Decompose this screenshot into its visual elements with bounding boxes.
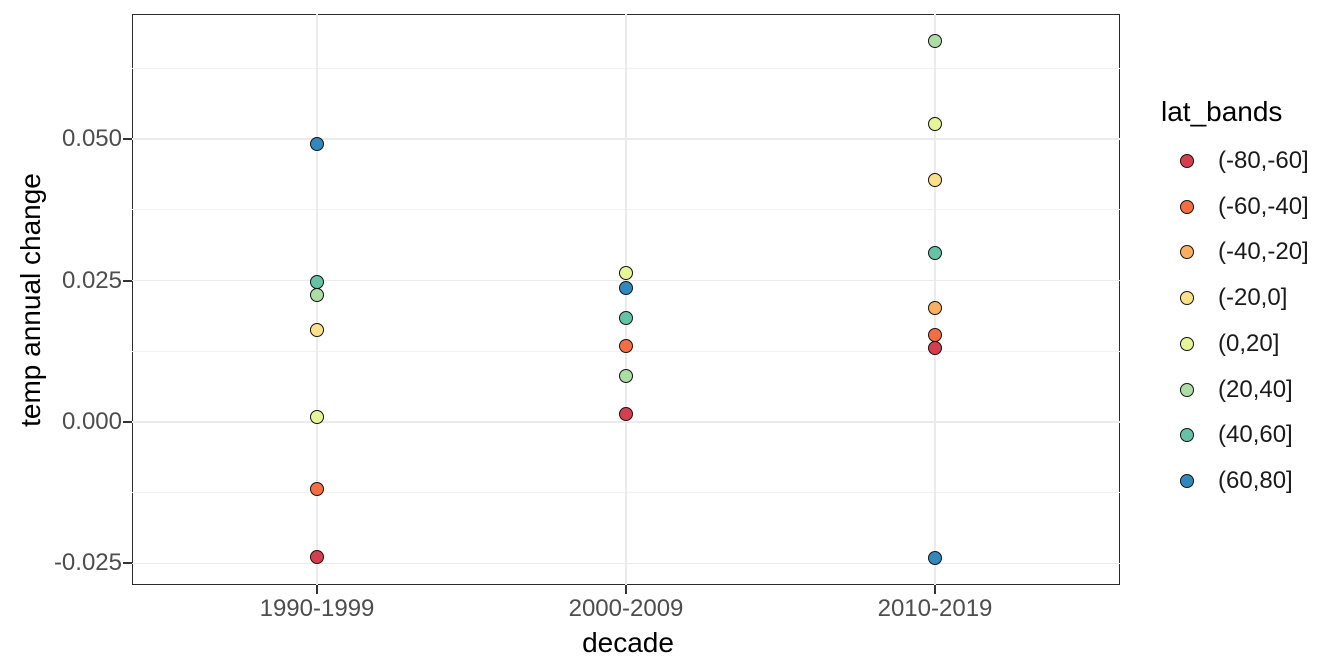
x-axis-title: decade	[582, 627, 674, 658]
legend-title: lat_bands	[1161, 96, 1283, 127]
legend-label: (-20,0]	[1218, 284, 1288, 312]
y-axis-tick	[123, 138, 132, 141]
x-tick-label: 2000-2009	[568, 595, 684, 622]
legend-label: (-40,-20]	[1218, 238, 1309, 266]
x-axis-tick	[316, 585, 318, 594]
data-point	[619, 339, 633, 354]
legend-key	[1180, 428, 1194, 443]
grid-vertical-line	[934, 14, 936, 585]
legend-key	[1180, 154, 1194, 168]
data-point	[619, 311, 633, 326]
data-point	[310, 136, 324, 151]
legend-key	[1180, 336, 1194, 351]
legend-key	[1180, 199, 1194, 214]
legend-key	[1180, 245, 1194, 260]
data-point	[310, 481, 324, 496]
data-point	[619, 369, 633, 384]
x-axis-tick	[625, 585, 627, 594]
y-axis-tick	[123, 421, 132, 424]
data-point	[928, 340, 942, 355]
grid-vertical-line	[625, 14, 627, 585]
legend-key	[1180, 291, 1194, 306]
data-point	[928, 551, 942, 566]
data-point	[310, 409, 324, 424]
data-point	[619, 280, 633, 295]
data-point	[928, 173, 942, 188]
legend-label: (-60,-40]	[1218, 192, 1309, 220]
x-tick-label: 1990-1999	[259, 595, 375, 622]
legend-label: (60,80]	[1218, 466, 1293, 494]
y-tick-label: 0.050	[61, 125, 122, 153]
data-point	[310, 549, 324, 564]
legend-label: (20,40]	[1218, 375, 1293, 403]
data-point	[619, 407, 633, 422]
legend-label: (40,60]	[1218, 421, 1293, 449]
data-point	[928, 34, 942, 49]
y-tick-label: -0.025	[53, 549, 122, 577]
y-tick-label: 0.025	[61, 266, 122, 294]
data-point	[619, 266, 633, 281]
data-point	[928, 245, 942, 260]
x-tick-label: 2010-2019	[877, 595, 993, 622]
legend-label: (-80,-60]	[1218, 147, 1309, 174]
legend-label: (0,20]	[1218, 329, 1280, 357]
y-axis-tick	[123, 562, 132, 565]
data-point	[928, 117, 942, 132]
data-point	[928, 300, 942, 315]
y-axis-title: temp annual change	[15, 173, 46, 427]
legend-key	[1180, 473, 1194, 488]
data-point	[310, 323, 324, 338]
data-point	[928, 327, 942, 342]
y-tick-label: 0.000	[61, 408, 122, 436]
y-axis-tick	[123, 279, 132, 282]
x-axis-tick	[934, 585, 936, 594]
legend-key	[1180, 382, 1194, 397]
data-point	[310, 275, 324, 290]
